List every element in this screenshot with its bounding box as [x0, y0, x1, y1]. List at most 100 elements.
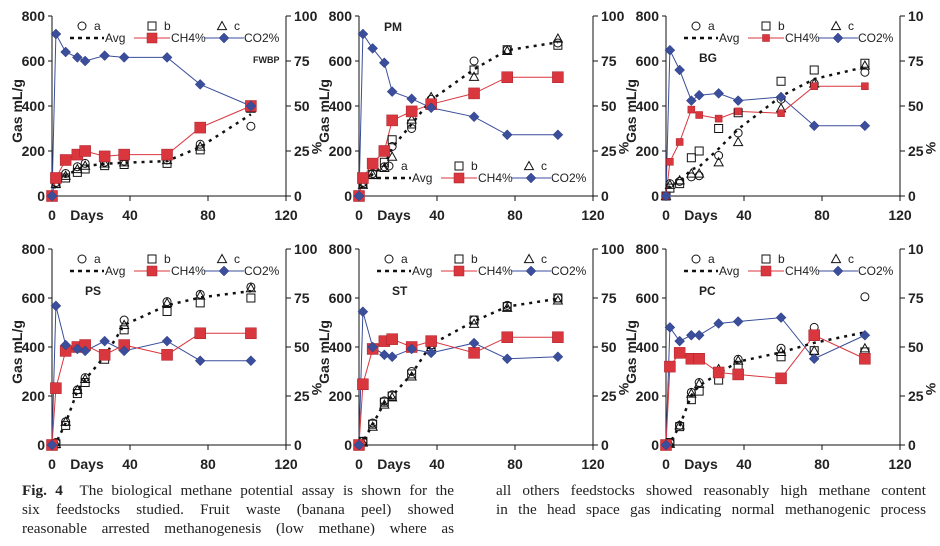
- point-b: [860, 58, 870, 68]
- point-ch4: [194, 121, 206, 134]
- legend-marker-a: [77, 21, 87, 31]
- point-co2: [99, 50, 111, 61]
- y2-tick-label: 10: [908, 8, 924, 24]
- point-c: [501, 302, 513, 312]
- legend-label-ch4: CH4%: [171, 264, 206, 278]
- point-ch4: [386, 114, 398, 127]
- point-co2: [732, 95, 744, 106]
- point-a: [195, 139, 205, 149]
- point-ch4: [98, 150, 111, 163]
- legend-label-a: a: [401, 252, 408, 266]
- y2-tick-label: 25: [294, 388, 310, 404]
- x-tick-label: 80: [507, 456, 523, 472]
- legend-label-b: b: [471, 252, 478, 266]
- point-ch4: [118, 148, 130, 161]
- y2-tick-label: 0: [908, 188, 916, 204]
- point-c: [60, 416, 71, 426]
- series-ch4-line: [51, 105, 252, 197]
- point-ch4: [161, 148, 173, 161]
- point-b: [809, 65, 819, 75]
- y2-tick-label: 75: [601, 53, 617, 69]
- point-ch4: [859, 353, 871, 365]
- point-co2: [118, 52, 130, 63]
- caption-text: The biological methane potential assay i…: [79, 482, 455, 499]
- legend-marker-a: [384, 254, 394, 264]
- point-ch4: [50, 172, 62, 184]
- y-tick-label: 200: [636, 388, 660, 404]
- series-ch4-line: [665, 85, 865, 197]
- point-c: [72, 384, 83, 394]
- point-a: [776, 343, 786, 353]
- point-b: [675, 422, 685, 432]
- caption-line: reasonable arrested methanogenesis (low …: [22, 520, 454, 537]
- point-b: [469, 65, 479, 75]
- x-tick-label: 40: [122, 456, 138, 472]
- point-ch4: [357, 378, 369, 390]
- point-ch4: [552, 71, 564, 83]
- y-axis-label: Gas mL/g: [9, 320, 25, 384]
- legend-label-ch4: CH4%: [785, 264, 820, 278]
- y-tick-label: 800: [329, 241, 353, 257]
- point-b: [776, 76, 786, 86]
- legend-marker-a: [691, 254, 701, 264]
- legend-marker-ch4: [146, 265, 158, 277]
- point-c: [245, 282, 257, 293]
- point-co2: [406, 343, 418, 355]
- y2-axis-label: %: [616, 383, 632, 396]
- point-c: [501, 45, 513, 55]
- point-c: [552, 294, 564, 305]
- legend-label-b: b: [778, 19, 785, 33]
- point-ch4: [161, 349, 173, 361]
- legend-marker-c: [523, 253, 535, 264]
- y-tick-label: 0: [651, 188, 659, 204]
- y2-tick-label: 25: [601, 143, 617, 159]
- point-b: [162, 306, 172, 316]
- legend-marker-b: [761, 21, 771, 31]
- y-tick-label: 400: [329, 339, 353, 355]
- point-c: [367, 169, 378, 179]
- point-ch4: [675, 138, 684, 146]
- legend: a b c Avg CH4% CO2%: [70, 19, 280, 45]
- legend-marker-c: [216, 20, 228, 31]
- point-co2: [50, 28, 62, 40]
- legend-label-b: b: [164, 252, 171, 266]
- point-ch4: [405, 105, 418, 118]
- point-ch4: [732, 368, 744, 381]
- point-co2: [674, 64, 686, 76]
- point-co2: [353, 190, 365, 202]
- point-ch4: [808, 329, 820, 341]
- y-tick-label: 200: [22, 388, 46, 404]
- point-co2: [245, 355, 257, 367]
- y-axis-label: Gas mL/g: [316, 79, 332, 143]
- y2-axis-label: %: [923, 383, 939, 396]
- x-tick-label: 40: [122, 207, 138, 223]
- point-b: [407, 369, 417, 379]
- legend-marker-ch4: [146, 32, 158, 44]
- point-ch4: [386, 333, 398, 345]
- point-co2: [713, 88, 725, 99]
- point-co2: [99, 335, 111, 347]
- y-tick-label: 400: [329, 98, 353, 114]
- point-c: [406, 113, 417, 124]
- series-co2-line: [665, 49, 865, 197]
- point-co2: [71, 52, 83, 63]
- caption-line: six feedstocks studied. Fruit waste (ban…: [22, 501, 454, 518]
- point-co2: [552, 129, 564, 141]
- caption-line: Fig. 4 The biological methane potential …: [22, 481, 454, 500]
- y2-tick-label: 75: [908, 53, 924, 69]
- legend-label-co2: CO2%: [244, 31, 280, 45]
- chart-panel-pm: 0 200 400 600 800 0 25 50 75 100 0 40 80 120 Days Gas m…: [316, 8, 632, 223]
- point-co2: [79, 55, 91, 67]
- point-co2: [693, 329, 705, 341]
- series-co2-line: [51, 305, 251, 446]
- point-co2: [245, 100, 257, 112]
- x-tick-label: 120: [581, 207, 605, 223]
- point-c: [357, 179, 369, 189]
- y-tick-label: 600: [22, 53, 46, 69]
- point-b: [686, 395, 696, 405]
- y-tick-label: 0: [37, 437, 45, 453]
- point-co2: [194, 355, 206, 367]
- point-a: [469, 56, 479, 66]
- point-c: [379, 399, 390, 409]
